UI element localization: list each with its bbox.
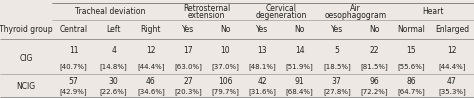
- Text: oesophagogram: oesophagogram: [324, 11, 386, 20]
- Text: [35.3%]: [35.3%]: [438, 89, 466, 95]
- Text: 96: 96: [369, 77, 379, 86]
- Text: 106: 106: [218, 77, 232, 86]
- Text: [51.9%]: [51.9%]: [286, 63, 313, 70]
- Text: 11: 11: [69, 46, 78, 55]
- Text: Cervical: Cervical: [265, 4, 296, 13]
- Text: 15: 15: [406, 46, 416, 55]
- Text: Tracheal deviation: Tracheal deviation: [75, 7, 146, 16]
- Text: Left: Left: [106, 25, 121, 34]
- Text: extension: extension: [188, 11, 225, 20]
- Text: Enlarged: Enlarged: [435, 25, 469, 34]
- Text: [63.0%]: [63.0%]: [174, 63, 202, 70]
- Text: [27.8%]: [27.8%]: [323, 89, 351, 95]
- Text: [40.7%]: [40.7%]: [60, 63, 87, 70]
- Text: NCIG: NCIG: [17, 82, 36, 91]
- Text: [79.7%]: [79.7%]: [211, 89, 239, 95]
- Text: 10: 10: [220, 46, 230, 55]
- Text: [48.1%]: [48.1%]: [248, 63, 276, 70]
- Text: CIG: CIG: [19, 54, 33, 63]
- Text: 42: 42: [257, 77, 267, 86]
- Text: Retrosternal: Retrosternal: [183, 4, 230, 13]
- Text: 22: 22: [369, 46, 379, 55]
- Text: [68.4%]: [68.4%]: [286, 89, 313, 95]
- Text: [55.6%]: [55.6%]: [397, 63, 425, 70]
- Text: 91: 91: [295, 77, 304, 86]
- Text: Yes: Yes: [182, 25, 194, 34]
- Text: Central: Central: [59, 25, 88, 34]
- Text: Yes: Yes: [331, 25, 343, 34]
- Text: Thyroid group: Thyroid group: [0, 25, 53, 34]
- Text: 13: 13: [257, 46, 267, 55]
- Text: 46: 46: [146, 77, 155, 86]
- Text: Air: Air: [350, 4, 361, 13]
- Text: No: No: [369, 25, 379, 34]
- Text: Yes: Yes: [256, 25, 268, 34]
- Text: Heart: Heart: [422, 7, 444, 16]
- Text: 12: 12: [146, 46, 155, 55]
- Text: [18.5%]: [18.5%]: [323, 63, 351, 70]
- Text: degeneration: degeneration: [255, 11, 307, 20]
- Text: 12: 12: [447, 46, 456, 55]
- Text: Normal: Normal: [397, 25, 425, 34]
- Text: No: No: [220, 25, 230, 34]
- Text: 14: 14: [295, 46, 304, 55]
- Text: 17: 17: [183, 46, 193, 55]
- Text: 47: 47: [447, 77, 457, 86]
- Text: [72.2%]: [72.2%]: [360, 89, 388, 95]
- Text: Right: Right: [141, 25, 161, 34]
- Text: [34.6%]: [34.6%]: [137, 89, 164, 95]
- Text: No: No: [294, 25, 305, 34]
- Text: [37.0%]: [37.0%]: [211, 63, 239, 70]
- Text: [22.6%]: [22.6%]: [100, 89, 128, 95]
- Text: 27: 27: [183, 77, 193, 86]
- Text: 57: 57: [69, 77, 78, 86]
- Text: [14.8%]: [14.8%]: [100, 63, 128, 70]
- Text: [20.3%]: [20.3%]: [174, 89, 202, 95]
- Text: [81.5%]: [81.5%]: [360, 63, 388, 70]
- Text: 37: 37: [332, 77, 342, 86]
- Text: [64.7%]: [64.7%]: [397, 89, 425, 95]
- Text: 86: 86: [406, 77, 416, 86]
- Text: [44.4%]: [44.4%]: [438, 63, 465, 70]
- Text: 5: 5: [334, 46, 339, 55]
- Text: [44.4%]: [44.4%]: [137, 63, 164, 70]
- Text: [42.9%]: [42.9%]: [60, 89, 87, 95]
- Text: [31.6%]: [31.6%]: [248, 89, 276, 95]
- Text: 30: 30: [109, 77, 118, 86]
- Text: 4: 4: [111, 46, 116, 55]
